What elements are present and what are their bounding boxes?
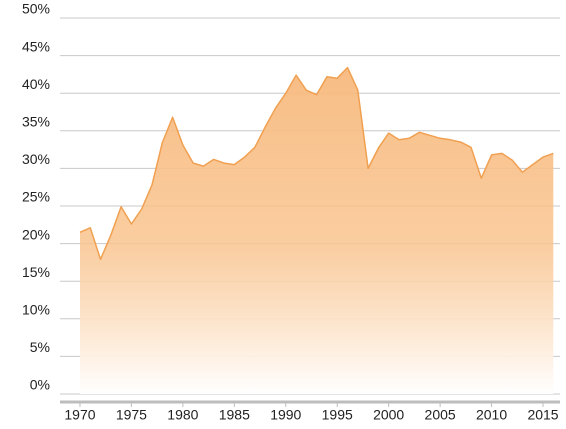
area-line [79, 66, 554, 261]
y-tick-label: 45% [22, 38, 50, 54]
x-tick-label: 1975 [116, 407, 147, 423]
x-tick-label: 2005 [425, 407, 456, 423]
y-tick-label: 15% [22, 264, 50, 280]
y-tick-label: 10% [22, 302, 50, 318]
y-tick-label: 30% [22, 151, 50, 167]
y-tick-label: 0% [30, 377, 50, 393]
x-tick-label: 2010 [476, 407, 507, 423]
x-tick-label: 1980 [167, 407, 198, 423]
y-tick-label: 20% [22, 226, 50, 242]
x-tick-label: 2015 [527, 407, 558, 423]
y-tick-label: 50% [22, 1, 50, 17]
x-tick-label: 1990 [270, 407, 301, 423]
y-tick-label: 35% [22, 114, 50, 130]
x-tick-label: 1970 [64, 407, 95, 423]
x-tick-label: 2000 [373, 407, 404, 423]
y-tick-label: 40% [22, 76, 50, 92]
x-tick-label: 1985 [219, 407, 250, 423]
x-tick-label: 1995 [322, 407, 353, 423]
y-tick-label: 5% [30, 339, 50, 355]
y-tick-label: 25% [22, 189, 50, 205]
area-fill [80, 67, 554, 394]
